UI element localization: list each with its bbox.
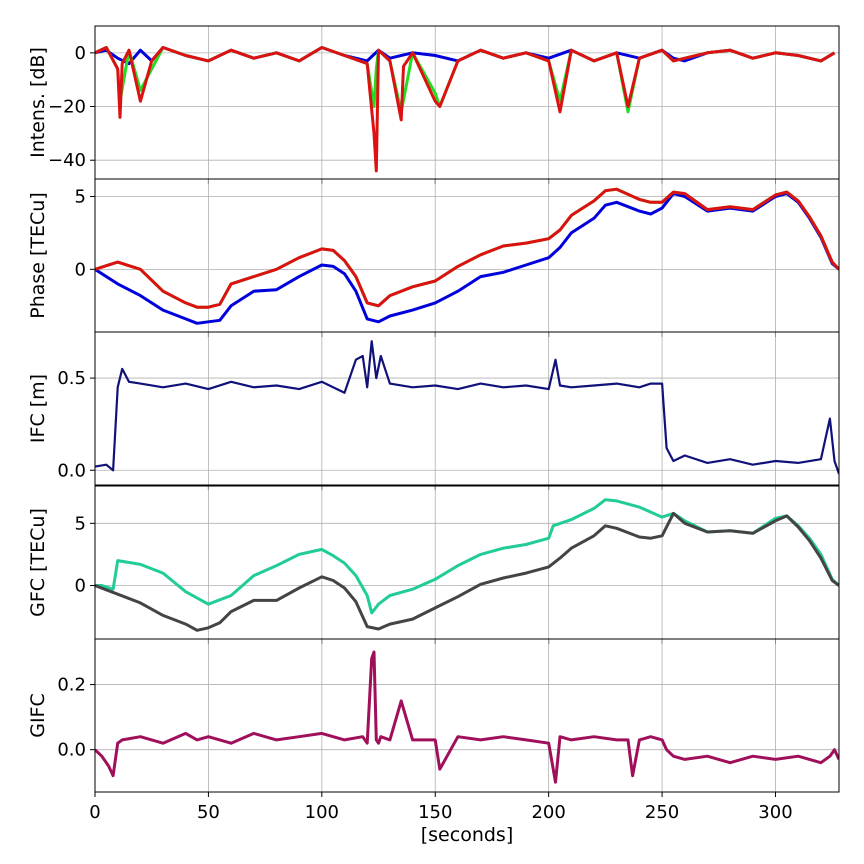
y-tick-label: −40 bbox=[48, 150, 86, 171]
x-tick-label: 0 bbox=[89, 802, 100, 823]
y-tick-label: −20 bbox=[48, 97, 86, 118]
y-tick-label: 0 bbox=[75, 259, 86, 280]
y-tick-label: 0.0 bbox=[57, 740, 86, 761]
y-axis-label: Phase [TECu] bbox=[27, 192, 49, 319]
panel-2: 0 5 Phase [TECu] bbox=[27, 178, 840, 337]
panel-3: 0.0 0.5 IFC [m] bbox=[27, 331, 840, 490]
y-axis-label: GIFC bbox=[27, 693, 49, 738]
x-axis-label: [seconds] bbox=[421, 824, 514, 846]
series-line-1 bbox=[95, 192, 839, 325]
y-tick-label: 0.5 bbox=[57, 368, 86, 389]
x-tick-label: 150 bbox=[418, 802, 452, 823]
series-line-2 bbox=[95, 511, 839, 632]
y-tick-label: 0 bbox=[75, 43, 86, 64]
x-tick-label: 250 bbox=[645, 802, 679, 823]
y-axis-label: Intens. [dB] bbox=[27, 47, 49, 158]
panel-frame bbox=[94, 331, 840, 486]
series-line-1 bbox=[95, 498, 839, 615]
x-tick-label: 100 bbox=[305, 802, 339, 823]
y-tick-label: 0 bbox=[75, 576, 86, 597]
panel-frame bbox=[94, 638, 840, 793]
y-tick-label: 0.0 bbox=[57, 460, 86, 481]
series-line-1 bbox=[95, 340, 839, 475]
y-axis-label: GFC [TECu] bbox=[27, 508, 49, 617]
x-tick-label: 300 bbox=[758, 802, 792, 823]
y-tick-label: 5 bbox=[75, 186, 86, 207]
panel-frame bbox=[94, 178, 840, 333]
x-tick-label: 50 bbox=[197, 802, 220, 823]
y-axis-label: IFC [m] bbox=[27, 374, 49, 443]
panel-5: 0.0 0.2 GIFC 0 50 100 150 200 250 300 bbox=[27, 638, 840, 823]
series-line-1 bbox=[95, 650, 839, 784]
panel-frame bbox=[94, 25, 840, 180]
y-tick-label: 5 bbox=[75, 513, 86, 534]
series-line-3 bbox=[95, 46, 836, 173]
y-tick-label: 0.2 bbox=[57, 675, 86, 696]
panel-4: 0 5 GFC [TECu] bbox=[27, 485, 840, 644]
series-line-3 bbox=[95, 187, 839, 309]
x-tick-label: 200 bbox=[531, 802, 565, 823]
